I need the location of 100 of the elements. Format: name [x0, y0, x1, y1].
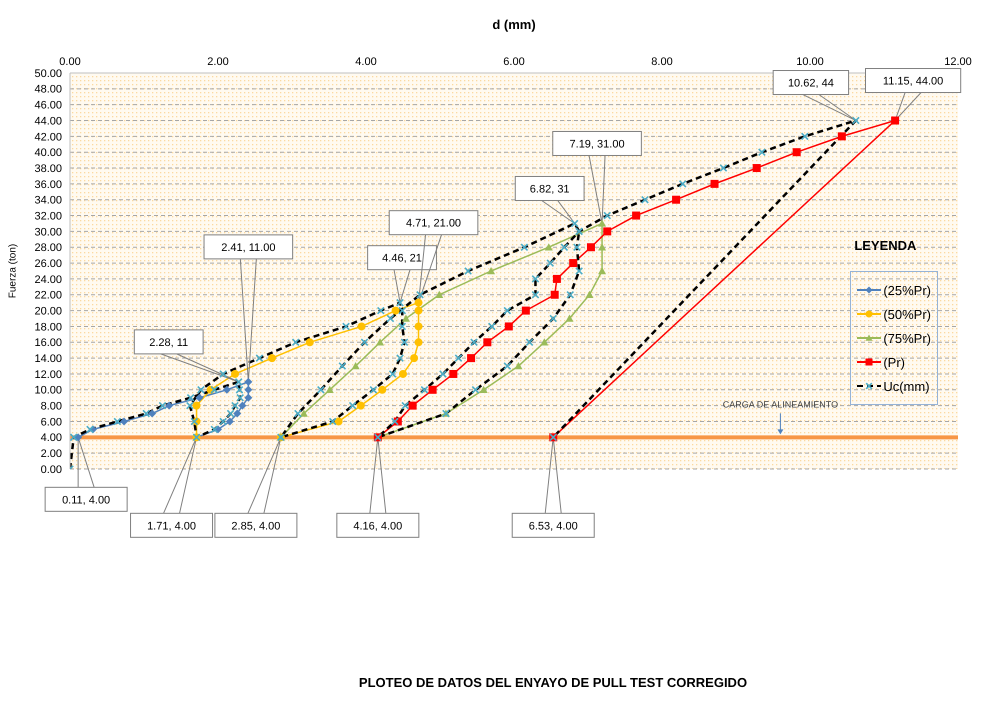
annotation: 6.53, 4.00 — [528, 520, 578, 532]
point — [414, 298, 423, 307]
y-tick-label: 38.00 — [34, 162, 62, 175]
annotation: 6.82, 31 — [530, 183, 570, 196]
point — [550, 290, 559, 299]
point — [148, 410, 156, 418]
point — [414, 338, 423, 346]
point — [514, 362, 522, 370]
point — [414, 306, 423, 315]
point — [192, 402, 201, 410]
point — [480, 386, 488, 393]
point — [598, 267, 606, 274]
point — [672, 196, 680, 204]
y-tick-label: 48.00 — [34, 84, 62, 96]
point — [410, 354, 418, 362]
annotation: 7.19, 31.00 — [570, 138, 625, 150]
point — [449, 370, 458, 378]
y-tick-label: 22.00 — [34, 290, 62, 302]
y-tick-label: 34.00 — [34, 194, 62, 207]
point — [569, 259, 578, 268]
legend-label: (Pr) — [883, 354, 905, 370]
point — [376, 338, 384, 346]
point — [544, 243, 553, 250]
point — [244, 378, 252, 386]
point — [632, 212, 640, 220]
y-tick-label: 26.00 — [34, 258, 62, 270]
point — [402, 314, 410, 322]
point — [226, 417, 234, 426]
point — [891, 116, 900, 125]
x-tick-label: 12.00 — [944, 56, 972, 68]
y-tick-label: 18.00 — [34, 321, 62, 334]
y-tick-label: 16.00 — [34, 337, 62, 350]
x-tick-label: 4.00 — [355, 56, 377, 68]
point — [752, 164, 761, 172]
annotation: 4.16, 4.00 — [353, 520, 402, 532]
point — [392, 306, 400, 315]
point — [467, 354, 476, 362]
point — [504, 322, 513, 330]
annotation: 11.15, 44.00 — [882, 76, 944, 88]
point — [306, 338, 314, 346]
point — [378, 386, 386, 394]
point — [792, 148, 801, 156]
point — [165, 402, 174, 410]
point — [120, 417, 128, 426]
point — [585, 290, 594, 298]
point — [483, 338, 492, 346]
x-tick-label: 6.00 — [503, 56, 525, 68]
point — [231, 370, 240, 378]
point — [244, 386, 252, 394]
point — [428, 386, 437, 394]
x-axis-title: d (mm) — [492, 17, 536, 32]
y-tick-label: 24.00 — [34, 274, 62, 286]
y-tick-label: 46.00 — [34, 100, 62, 112]
y-tick-label: 4.00 — [40, 432, 62, 444]
point — [244, 394, 252, 402]
x-tick-label: 8.00 — [651, 56, 673, 68]
annotation: 2.85, 4.00 — [231, 520, 280, 532]
point — [356, 402, 365, 410]
y-tick-label: 50.00 — [34, 68, 62, 80]
annotation: 4.71, 21.00 — [406, 218, 462, 230]
annotation: 1.71, 4.00 — [147, 520, 196, 532]
point — [233, 410, 242, 418]
point — [598, 219, 606, 227]
point — [408, 402, 417, 410]
legend-label: (25%Pr) — [883, 282, 931, 298]
x-tick-label: 0.00 — [59, 56, 81, 68]
y-tick-label: 42.00 — [34, 131, 62, 144]
point — [238, 402, 246, 410]
point — [603, 227, 612, 236]
annotation: 2.28, 11 — [149, 336, 188, 349]
y-tick-label: 14.00 — [34, 353, 62, 366]
point — [598, 243, 606, 250]
point — [334, 417, 343, 426]
point — [196, 394, 204, 402]
point — [586, 243, 595, 252]
point — [838, 132, 846, 140]
y-tick-label: 32.00 — [34, 210, 62, 222]
point — [540, 338, 548, 346]
point — [522, 306, 530, 315]
annotation: 2.41, 11.00 — [221, 242, 276, 254]
point — [566, 314, 574, 322]
point — [399, 370, 407, 378]
x-tick-label: 2.00 — [207, 56, 229, 68]
point — [552, 274, 561, 283]
point — [326, 386, 334, 393]
y-tick-label: 2.00 — [40, 448, 62, 460]
y-tick-label: 28.00 — [34, 242, 62, 254]
y-tick-label: 44.00 — [34, 115, 62, 128]
legend-label: Uc(mm) — [883, 378, 930, 394]
point — [352, 362, 360, 370]
y-tick-label: 36.00 — [34, 178, 62, 191]
y-tick-label: 8.00 — [40, 400, 62, 413]
y-tick-label: 40.00 — [34, 147, 62, 160]
y-axis-title: Fuerza (ton) — [8, 244, 19, 298]
ref-line-label: CARGA DE ALINEAMIENTO — [722, 399, 838, 410]
point — [414, 322, 423, 330]
legend-label: (50%Pr) — [883, 306, 931, 322]
y-tick-label: 6.00 — [40, 416, 62, 428]
legend-label: (75%Pr) — [883, 330, 931, 346]
text: PLOTEO DE DATOS DEL ENYAYO DE PULL TEST CORREGIDO — [358, 675, 748, 690]
